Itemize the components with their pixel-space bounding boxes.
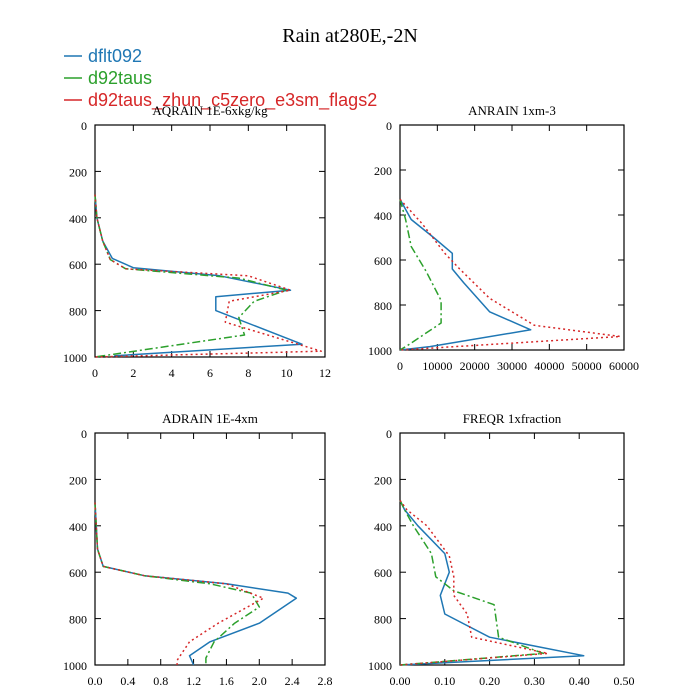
y-tick-label: 600 <box>69 566 87 580</box>
x-tick-label: 6 <box>207 366 213 380</box>
y-tick-label: 400 <box>374 209 392 223</box>
panel-1: AQRAIN 1E-6xkg/kg 0 200 400 600 800 1000 0 2 4 6 8 1… <box>63 103 331 380</box>
series-line-d92taus <box>94 194 288 358</box>
x-tick-label: 20000 <box>460 359 490 373</box>
y-tick-label: 400 <box>374 520 392 534</box>
x-tick-label: 0.20 <box>479 674 500 688</box>
series-line-dflt092 <box>94 194 303 357</box>
panel-frame <box>399 432 625 666</box>
x-tick-label: 0.0 <box>88 674 103 688</box>
y-tick-label: 0 <box>81 119 87 133</box>
x-tick-label: 0.8 <box>153 674 168 688</box>
x-tick-label: 50000 <box>572 359 602 373</box>
x-tick-label: 0.4 <box>120 674 135 688</box>
panel-frame <box>94 124 326 358</box>
series-line-d92taus <box>399 199 442 351</box>
x-tick-label: 10000 <box>422 359 452 373</box>
x-tick-label: 30000 <box>497 359 527 373</box>
legend: dflt092d92tausd92taus_zhun_c5zero_e3sm_f… <box>64 46 377 111</box>
x-tick-label: 12 <box>319 366 331 380</box>
y-tick-label: 0 <box>386 427 392 441</box>
series-line-d92taus_zhun_c5zero_e3sm_flags2 <box>399 198 622 351</box>
y-tick-label: 800 <box>69 305 87 319</box>
y-tick-label: 800 <box>69 613 87 627</box>
x-tick-label: 10 <box>281 366 293 380</box>
y-tick-label: 200 <box>69 165 87 179</box>
y-tick-label: 600 <box>374 566 392 580</box>
panel-title: ADRAIN 1E-4xm <box>162 411 258 426</box>
y-tick-label: 200 <box>69 473 87 487</box>
series-line-dflt092 <box>94 502 298 666</box>
x-tick-label: 0.50 <box>614 674 635 688</box>
y-tick-label: 200 <box>374 164 392 178</box>
x-tick-label: 0 <box>397 359 403 373</box>
x-tick-label: 0.10 <box>434 674 455 688</box>
x-tick-label: 0.40 <box>569 674 590 688</box>
x-tick-label: 1.2 <box>186 674 201 688</box>
x-tick-label: 8 <box>245 366 251 380</box>
panel-title: ANRAIN 1xm-3 <box>468 103 556 118</box>
y-tick-label: 400 <box>69 520 87 534</box>
y-tick-label: 600 <box>69 258 87 272</box>
y-tick-label: 400 <box>69 212 87 226</box>
panel-title: FREQR 1xfraction <box>463 411 562 426</box>
x-tick-label: 2.8 <box>318 674 333 688</box>
y-tick-label: 0 <box>386 119 392 133</box>
y-tick-label: 1000 <box>368 344 392 358</box>
x-tick-label: 2.4 <box>285 674 300 688</box>
x-tick-label: 40000 <box>534 359 564 373</box>
x-tick-label: 2.0 <box>252 674 267 688</box>
y-tick-label: 800 <box>374 613 392 627</box>
panel-frame <box>94 432 326 666</box>
series-line-d92taus <box>94 502 261 665</box>
x-tick-label: 0 <box>92 366 98 380</box>
y-tick-label: 1000 <box>63 351 87 365</box>
series-line-d92taus_zhun_c5zero_e3sm_flags2 <box>94 502 265 665</box>
x-tick-label: 1.6 <box>219 674 234 688</box>
chart-title: Rain at280E,-2N <box>282 25 418 47</box>
x-tick-label: 60000 <box>609 359 639 373</box>
x-tick-label: 0.30 <box>524 674 545 688</box>
series-line-d92taus <box>399 499 545 666</box>
y-tick-label: 200 <box>374 473 392 487</box>
x-tick-label: 0.00 <box>390 674 411 688</box>
x-tick-label: 2 <box>130 366 136 380</box>
series-line-dflt092 <box>399 198 532 351</box>
panel-3: ADRAIN 1E-4xm 0 200 400 600 800 10000.0 0.4 0.8 1… <box>63 411 333 688</box>
series-line-dflt092 <box>399 499 585 666</box>
panel-title: AQRAIN 1E-6xkg/kg <box>152 103 268 118</box>
panel-4: FREQR 1xfraction 0 200 400 600 800 10000.00 0.1… <box>368 411 635 688</box>
x-tick-label: 4 <box>169 366 175 380</box>
legend-label-d92taus_zhun_c5zero_e3sm_flags2: d92taus_zhun_c5zero_e3sm_flags2 <box>88 90 377 111</box>
y-tick-label: 1000 <box>63 659 87 673</box>
y-tick-label: 0 <box>81 427 87 441</box>
y-tick-label: 800 <box>374 299 392 313</box>
series-line-d92taus_zhun_c5zero_e3sm_flags2 <box>399 499 549 666</box>
y-tick-label: 1000 <box>368 659 392 673</box>
y-tick-label: 600 <box>374 254 392 268</box>
legend-label-dflt092: dflt092 <box>88 46 142 66</box>
legend-label-d92taus: d92taus <box>88 68 152 88</box>
